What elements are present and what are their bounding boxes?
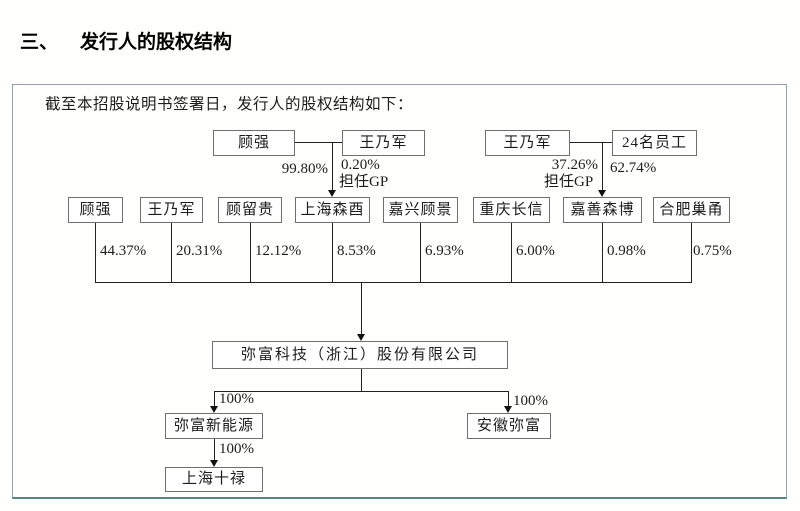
node-shareholder: 上海森酉 — [295, 197, 370, 223]
node-shareholder: 合肥巢甬 — [653, 197, 730, 223]
connector-line — [214, 391, 509, 392]
connector-line — [570, 142, 612, 143]
pct-label: 0.98% — [607, 243, 646, 259]
node-shareholder: 嘉兴顾景 — [383, 197, 458, 223]
connector-line — [171, 223, 172, 282]
pct-label: 44.37% — [100, 243, 147, 259]
bus-line — [95, 282, 692, 283]
diagram-border-frame — [12, 84, 787, 499]
node-gp-left-owner: 顾强 — [213, 130, 295, 156]
node-subsidiary: 弥富新能源 — [165, 413, 263, 439]
pct-label: 99.80% — [281, 161, 328, 177]
connector-line — [214, 439, 215, 460]
connector-line — [602, 223, 603, 282]
pct-label: 8.53% — [337, 243, 376, 259]
pct-label: 20.31% — [176, 243, 223, 259]
connector-line — [361, 283, 362, 334]
node-shareholder: 重庆长信 — [473, 197, 550, 223]
node-gp-left-partner: 王乃军 — [342, 130, 425, 156]
role-label: 担任GP — [544, 174, 594, 190]
connector-line — [214, 391, 215, 406]
connector-line — [332, 223, 333, 282]
connector-line — [602, 143, 603, 190]
arrow-down — [504, 406, 512, 413]
node-shareholder: 顾留贵 — [218, 197, 282, 223]
connector-line — [95, 223, 96, 282]
node-gp-right-owner: 王乃军 — [485, 130, 570, 156]
arrow-down — [598, 190, 606, 197]
node-company: 弥富科技（浙江）股份有限公司 — [212, 341, 508, 369]
node-shareholder: 王乃军 — [140, 197, 203, 223]
arrow-down — [328, 190, 336, 197]
node-shareholder: 嘉善森博 — [563, 197, 642, 223]
pct-label: 0.75% — [693, 243, 732, 259]
role-label: 担任GP — [339, 174, 389, 190]
intro-text: 截至本招股说明书签署日，发行人的股权结构如下： — [45, 96, 414, 113]
node-shareholder: 顾强 — [68, 197, 123, 223]
section-heading: 三、 发行人的股权结构 — [20, 27, 232, 54]
connector-line — [250, 223, 251, 282]
connector-line — [511, 223, 512, 282]
connector-line — [295, 142, 342, 143]
connector-line — [361, 369, 362, 391]
connector-line — [420, 223, 421, 282]
pct-label: 62.74% — [610, 160, 657, 176]
arrow-down — [210, 406, 218, 413]
pct-label: 6.93% — [425, 243, 464, 259]
pct-label: 100% — [219, 391, 254, 407]
pct-label: 100% — [219, 441, 254, 457]
pct-label: 6.00% — [516, 243, 555, 259]
pct-label: 0.20% — [341, 157, 380, 173]
arrow-down — [357, 334, 365, 341]
pct-label: 100% — [513, 393, 548, 409]
node-grandchild: 上海十禄 — [165, 467, 263, 492]
node-subsidiary: 安徽弥富 — [467, 413, 551, 439]
arrow-down — [210, 460, 218, 467]
connector-line — [691, 223, 692, 282]
section-number: 三、 — [20, 32, 59, 53]
pct-label: 12.12% — [255, 243, 302, 259]
node-gp-right-partner: 24名员工 — [612, 130, 697, 156]
connector-line — [508, 391, 509, 406]
connector-line — [332, 143, 333, 190]
pct-label: 37.26% — [551, 157, 598, 173]
section-title: 发行人的股权结构 — [80, 32, 233, 53]
